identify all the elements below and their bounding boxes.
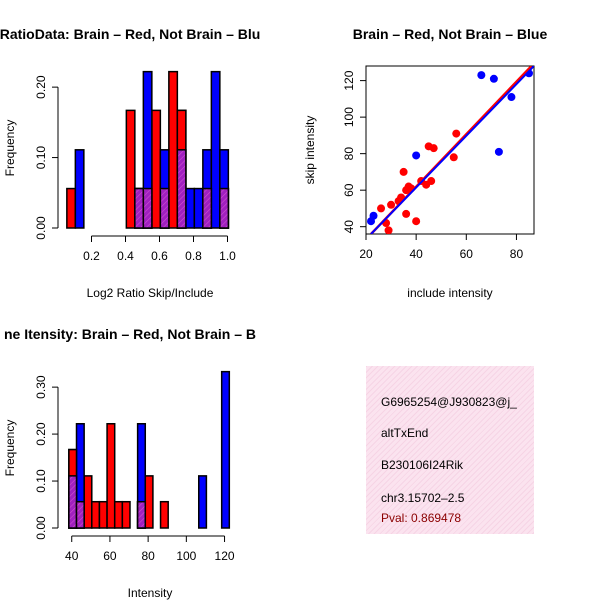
x-tick-label: 80 — [141, 549, 155, 563]
chart-title: RatioData: Brain – Red, Not Brain – Blu — [0, 26, 260, 42]
y-tick-label: 120 — [342, 70, 356, 90]
x-tick-label: 80 — [510, 247, 524, 261]
bar-not-brain — [193, 187, 204, 229]
point-not-brain — [489, 74, 498, 83]
x-tick-label: 100 — [176, 549, 196, 563]
y-tick-label: 0.00 — [34, 516, 48, 540]
bar-overlap — [75, 500, 85, 529]
y-tick-label: 40 — [342, 220, 356, 234]
y-tick-label: 0.10 — [34, 146, 48, 170]
gene-name-text: B230106I24Rik — [381, 458, 464, 472]
chart-title: ne Itensity: Brain – Red, Not Brain – B — [4, 326, 256, 342]
bar-brain — [106, 423, 116, 529]
bar-overlap — [176, 149, 187, 229]
y-tick-label: 0.00 — [34, 216, 48, 240]
bar-overlap — [202, 187, 213, 229]
point-not-brain — [507, 93, 516, 102]
y-tick-label: 0.20 — [34, 422, 48, 446]
x-tick-label: 40 — [409, 247, 423, 261]
bar-brain — [159, 500, 169, 529]
y-tick-label: 0.20 — [34, 75, 48, 99]
bar-overlap — [136, 500, 147, 529]
x-tick-label: 40 — [65, 549, 79, 563]
fit-line-not-brain — [370, 66, 534, 234]
x-tick-label: 0.2 — [83, 249, 100, 263]
location-text: chr3.15702–2.5 — [381, 491, 465, 505]
scatter-plot-area — [367, 66, 534, 234]
y-tick-label: 100 — [342, 107, 356, 127]
plot-frame — [365, 65, 535, 235]
y-tick-label: 0.30 — [34, 375, 48, 399]
x-axis-label: include intensity — [407, 286, 492, 300]
y-tick-label: 0.10 — [34, 469, 48, 493]
bar-brain — [91, 500, 101, 529]
bar-brain — [113, 500, 124, 529]
point-not-brain — [369, 211, 378, 220]
bar-brain — [83, 475, 93, 529]
point-brain — [427, 177, 436, 186]
point-brain — [387, 200, 396, 209]
bar-brain — [66, 187, 77, 229]
bar-overlap — [219, 187, 230, 229]
x-axis-label: Intensity — [128, 586, 173, 600]
bar-not-brain — [74, 149, 85, 229]
bar-overlap — [68, 475, 78, 529]
bar-brain — [98, 500, 108, 529]
point-not-brain — [412, 151, 421, 160]
x-tick-label: 20 — [359, 247, 373, 261]
bar-not-brain — [198, 475, 208, 529]
bar-overlap — [142, 187, 153, 229]
x-axis-label: Log2 Ratio Skip/Include — [87, 286, 214, 300]
point-brain — [384, 226, 393, 234]
point-brain — [402, 209, 411, 218]
event-id-text: G6965254@J930823@j_ — [381, 395, 517, 409]
bar-brain — [151, 109, 162, 229]
x-tick-label: 120 — [215, 549, 235, 563]
bar-not-brain — [220, 370, 231, 529]
event-type-text: altTxEnd — [381, 426, 429, 440]
bar-overlap — [159, 187, 170, 229]
point-brain — [452, 129, 461, 138]
y-tick-label: 60 — [342, 183, 356, 197]
point-not-brain — [477, 71, 486, 80]
chart-title: Brain – Red, Not Brain – Blue — [353, 26, 548, 42]
x-tick-label: 1.0 — [219, 249, 236, 263]
bar-brain — [121, 500, 131, 529]
y-axis-label: Frequency — [3, 420, 17, 477]
point-brain — [449, 153, 458, 162]
bar-overlap — [134, 187, 145, 229]
x-tick-label: 0.8 — [185, 249, 202, 263]
point-brain — [429, 144, 438, 153]
point-not-brain — [494, 147, 503, 156]
x-tick-label: 0.6 — [151, 249, 168, 263]
bar-brain — [168, 70, 179, 229]
bar-not-brain — [210, 70, 221, 229]
event-info-panel: G6965254@J930823@j_ altTxEnd B230106I24R… — [366, 366, 534, 534]
point-brain — [377, 204, 386, 213]
bar-not-brain — [185, 187, 196, 229]
x-tick-label: 60 — [103, 549, 117, 563]
bar-brain — [144, 475, 154, 529]
y-axis-label: Frequency — [3, 120, 17, 177]
pval-text: Pval: 0.869478 — [381, 511, 462, 525]
x-tick-label: 0.4 — [117, 249, 134, 263]
y-tick-label: 80 — [342, 147, 356, 161]
point-brain — [399, 167, 408, 176]
bar-brain — [125, 109, 136, 229]
point-brain — [412, 217, 421, 226]
y-axis-label: skip intensity — [303, 116, 317, 185]
x-tick-label: 60 — [460, 247, 474, 261]
